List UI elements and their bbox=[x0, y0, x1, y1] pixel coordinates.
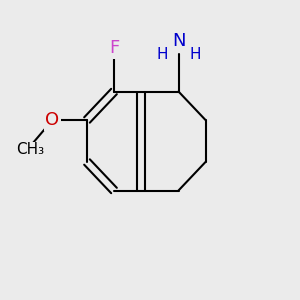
Text: H: H bbox=[189, 46, 201, 62]
Text: O: O bbox=[45, 111, 60, 129]
Text: N: N bbox=[172, 32, 185, 50]
Text: H: H bbox=[156, 46, 168, 62]
Text: F: F bbox=[109, 39, 119, 57]
Text: CH₃: CH₃ bbox=[16, 142, 44, 158]
